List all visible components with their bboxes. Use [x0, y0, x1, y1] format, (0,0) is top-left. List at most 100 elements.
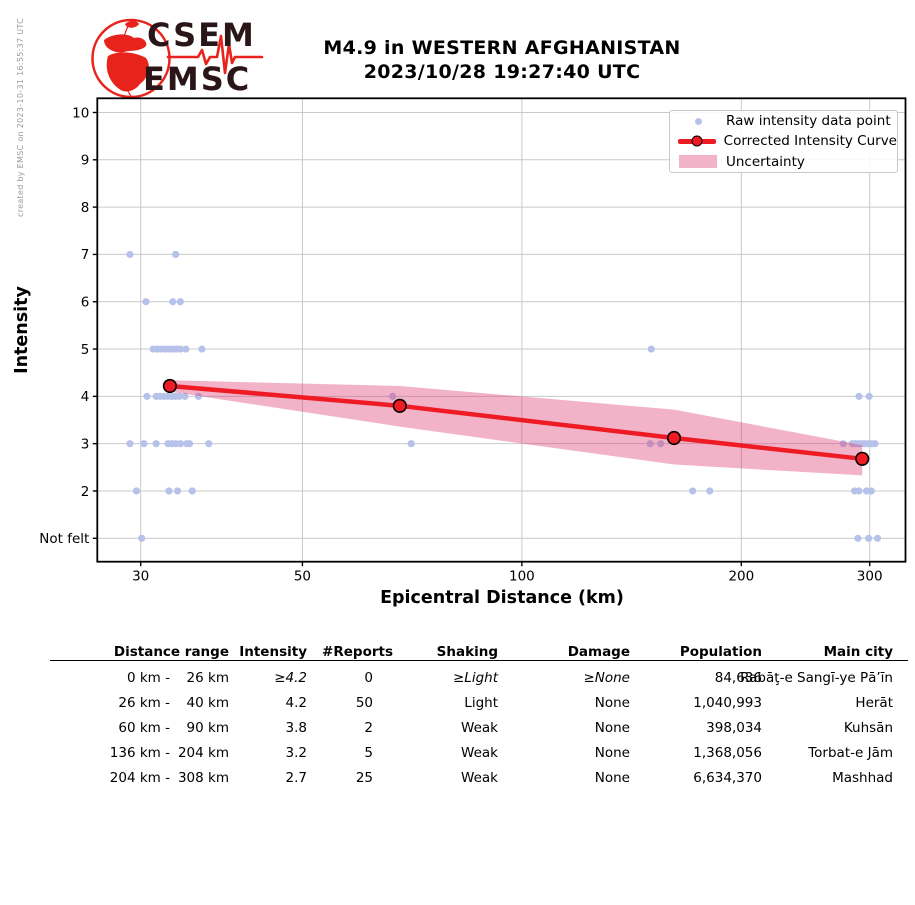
table-header-rule: [50, 660, 908, 661]
plot-border: [96, 97, 907, 563]
col-header-shaking: Shaking: [436, 644, 498, 660]
legend: Raw intensity data point Corrected Inten…: [669, 110, 898, 173]
y-tick-label: 5: [81, 342, 90, 358]
cell-shaking: Weak: [461, 770, 498, 786]
raw-point: [855, 487, 863, 495]
y-tick-label: 3: [81, 436, 90, 452]
raw-point: [142, 298, 150, 306]
corrected-curve-marker: [666, 430, 682, 446]
y-tick-label: 6: [81, 295, 90, 311]
col-header-intensity: Intensity: [239, 644, 307, 660]
cell-reports: 2: [364, 720, 373, 736]
legend-label-raw: Raw intensity data point: [726, 113, 891, 130]
corrected-curve-marker: [855, 451, 870, 466]
uncertainty-band: [169, 380, 863, 476]
raw-point: [182, 345, 190, 353]
cell-reports: 5: [364, 745, 373, 761]
raw-point: [176, 298, 184, 306]
cell-intensity: 4.2: [285, 695, 307, 711]
cell-damage: None: [594, 745, 630, 761]
raw-point: [165, 487, 173, 495]
cell-shaking: Weak: [461, 745, 498, 761]
cell-damage: None: [594, 770, 630, 786]
raw-point: [873, 534, 882, 542]
x-tick-label: 200: [728, 569, 754, 585]
cell-distance-to: 40 km: [186, 695, 229, 711]
cell-shaking: Light: [464, 695, 498, 711]
curve-marker-icon: [691, 135, 703, 147]
cell-population: 398,034: [706, 720, 762, 736]
cell-intensity: 3.8: [285, 720, 307, 736]
page-title-line2: 2023/10/28 19:27:40 UTC: [363, 60, 641, 83]
raw-point: [132, 487, 141, 495]
cell-damage: None: [594, 720, 630, 736]
cell-main-city: Mashhad: [832, 770, 893, 786]
x-tick-label: 100: [509, 569, 535, 585]
raw-point: [181, 392, 189, 400]
legend-label-uncertainty: Uncertainty: [726, 153, 805, 170]
y-tick-label: 4: [81, 389, 90, 405]
col-header-main-city: Main city: [823, 644, 893, 660]
raw-point: [126, 440, 134, 448]
x-tick-label: 50: [294, 569, 311, 585]
cell-distance-from: 204 km -: [109, 770, 170, 786]
raw-point: [871, 440, 879, 448]
raw-point: [865, 392, 873, 400]
cell-shaking: ≥Light: [452, 670, 498, 686]
cell-intensity: 3.2: [285, 745, 307, 761]
cell-distance-to: 204 km: [177, 745, 229, 761]
y-tick-label: 2: [81, 484, 90, 500]
legend-label-curve: Corrected Intensity Curve: [723, 133, 897, 150]
raw-point: [175, 392, 183, 400]
y-tick-label: Not felt: [39, 531, 89, 547]
page-title-line1: M4.9 in WESTERN AFGHANISTAN: [323, 37, 681, 59]
raw-point: [188, 487, 196, 495]
emsc-logo: CSEM EMSC: [91, 16, 264, 99]
cell-main-city: Kuhsān: [843, 720, 893, 736]
cell-population: 1,368,056: [693, 745, 762, 761]
cell-distance-from: 26 km -: [118, 695, 170, 711]
raw-point: [152, 440, 160, 448]
cell-population: 6,634,370: [693, 770, 762, 786]
raw-point: [865, 534, 873, 542]
y-tick-label: 10: [72, 105, 89, 121]
y-tick-label: 8: [81, 200, 90, 216]
col-header-damage: Damage: [567, 644, 630, 660]
x-tick-label: 300: [857, 569, 883, 585]
raw-point: [839, 440, 847, 448]
raw-point: [138, 534, 146, 542]
cell-shaking: Weak: [461, 720, 498, 736]
raw-point: [173, 487, 182, 495]
cell-reports: 25: [355, 770, 373, 786]
cell-damage: ≥None: [583, 670, 630, 686]
cell-intensity: 2.7: [285, 770, 307, 786]
page-title: M4.9 in WESTERN AFGHANISTAN 2023/10/28 1…: [97, 37, 907, 84]
cell-damage: None: [594, 695, 630, 711]
x-axis-title: Epicentral Distance (km): [380, 588, 624, 608]
cell-intensity: ≥4.2: [274, 670, 307, 686]
x-tick-label: 30: [132, 569, 149, 585]
cell-distance-to: 26 km: [186, 670, 229, 686]
raw-point: [126, 250, 134, 259]
cell-reports: 0: [364, 670, 373, 686]
raw-point: [176, 345, 184, 353]
raw-point: [172, 250, 180, 259]
seismogram-icon: [166, 34, 264, 75]
col-header-population: Population: [679, 644, 762, 660]
uncertainty-patch-icon: [679, 155, 717, 169]
raw-point-icon: [694, 117, 702, 125]
corrected-curve: [167, 383, 865, 462]
logo-text-emsc: EMSC: [143, 60, 251, 98]
raw-point: [176, 440, 184, 448]
cell-distance-from: 60 km -: [118, 720, 170, 736]
raw-point: [855, 392, 863, 400]
raw-point: [867, 487, 875, 495]
raw-point: [140, 440, 148, 448]
raw-point: [706, 487, 714, 495]
raw-point: [657, 440, 665, 448]
raw-point: [194, 392, 203, 400]
curve-line-icon: [677, 135, 716, 147]
y-tick-label: 9: [81, 153, 90, 169]
y-tick-label: 7: [81, 247, 90, 263]
